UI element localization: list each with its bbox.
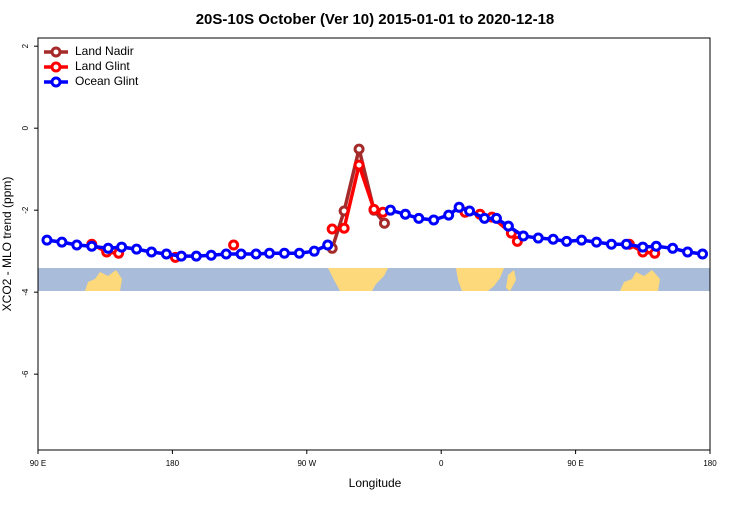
series-point [368,203,380,215]
series-point [605,238,617,250]
series-point [102,242,114,254]
series-point [490,212,502,224]
series-point [250,248,262,260]
series-point [145,246,157,258]
series-point [384,204,396,216]
chart-title: 20S-10S October (Ver 10) 2015-01-01 to 2… [196,11,555,28]
x-tick-label: 180 [166,459,180,468]
series-point [502,220,514,232]
legend-label: Ocean Glint [75,74,139,88]
x-tick-label: 90 E [30,459,46,468]
series-point [399,208,411,220]
series-point [378,217,390,229]
series-point [56,236,68,248]
legend-marker [50,46,62,58]
series-point [479,212,491,224]
series-point [464,205,476,217]
series-point [413,212,425,224]
series-point [637,241,649,253]
x-tick-label: 0 [439,459,444,468]
series-point [220,248,232,260]
series-point [116,241,128,253]
series-point [667,242,679,254]
series-point [561,235,573,247]
series-point [308,245,320,257]
series-point [517,230,529,242]
series-point [697,248,709,260]
series-point [443,209,455,221]
series-point [338,222,350,234]
legend-label: Land Glint [75,59,130,73]
series-point [293,247,305,259]
y-tick-label: 2 [21,43,30,48]
plot-frame [37,37,711,451]
legend-marker [50,76,62,88]
y-tick-label: 0 [21,125,30,130]
x-tick-label: 180 [703,459,717,468]
series-point [576,234,588,246]
series-point [131,243,143,255]
series-point [205,249,217,261]
series-point [547,233,559,245]
series-point [41,234,53,246]
series-point [682,246,694,258]
series-point [532,232,544,244]
series-point [278,247,290,259]
series-point [326,223,338,235]
series-point [428,214,440,226]
legend-label: Land Nadir [75,44,134,58]
series-point [235,248,247,260]
series-point [86,240,98,252]
series-point [175,250,187,262]
series-point [322,239,334,251]
y-tick-label: -4 [21,288,30,296]
map-strip [38,268,710,291]
series-point [650,240,662,252]
series-point [620,238,632,250]
y-tick-label: -2 [21,206,30,214]
y-axis-label: XCO2 - MLO trend (ppm) [0,177,14,312]
x-tick-label: 90 E [567,459,583,468]
series-point [228,239,240,251]
x-axis-label: Longitude [349,476,402,490]
series-point [353,143,365,155]
legend-marker [50,61,62,73]
series-point [453,201,465,213]
series-point [190,250,202,262]
y-tick-label: -6 [21,370,30,378]
series-point [353,159,365,171]
series-point [591,236,603,248]
x-tick-label: 90 W [297,459,316,468]
series-point [263,247,275,259]
series-point [160,248,172,260]
series-point [71,239,83,251]
